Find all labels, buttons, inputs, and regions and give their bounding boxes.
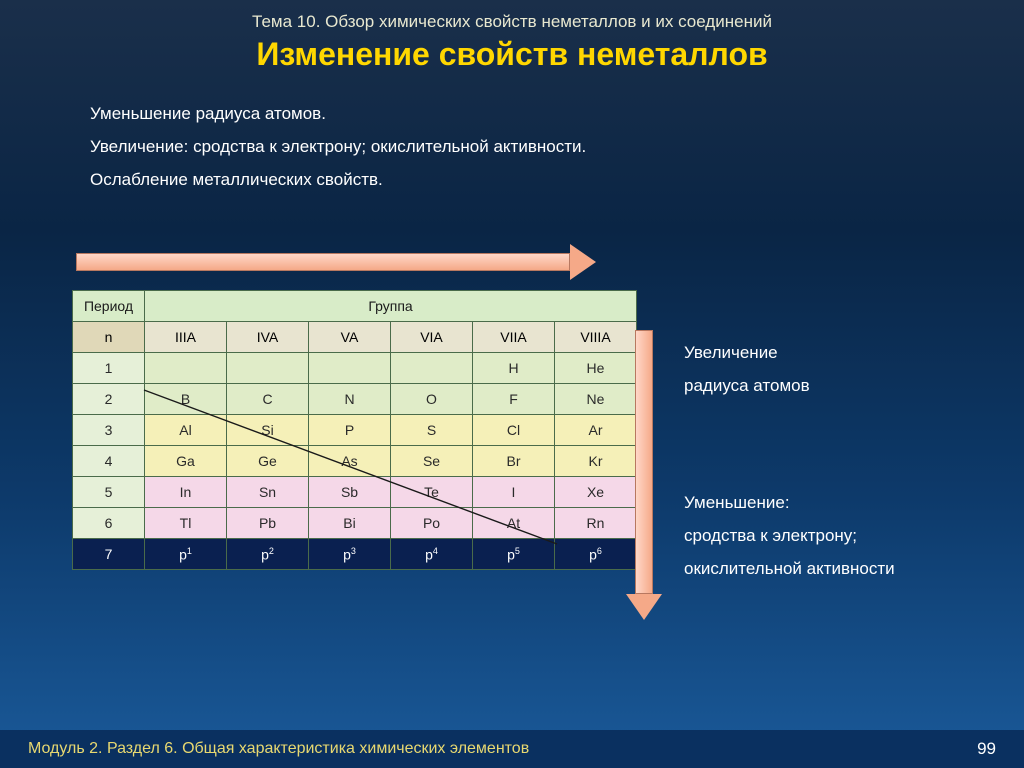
element-cell: Ar bbox=[555, 415, 637, 446]
element-cell: I bbox=[473, 477, 555, 508]
n-label: n bbox=[73, 322, 145, 353]
table-row: 2BCNOFNe bbox=[73, 384, 637, 415]
arrow-head-icon bbox=[570, 244, 596, 280]
element-cell: Si bbox=[227, 415, 309, 446]
table-row: 7p1p2p3p4p5p6 bbox=[73, 539, 637, 570]
config-cell: p2 bbox=[227, 539, 309, 570]
group-col-2: VA bbox=[309, 322, 391, 353]
group-col-5: VIIIA bbox=[555, 322, 637, 353]
element-cell: Pb bbox=[227, 508, 309, 539]
table-row: 3AlSiPSClAr bbox=[73, 415, 637, 446]
table-row: 5InSnSbTeIXe bbox=[73, 477, 637, 508]
side-text: сродства к электрону; bbox=[684, 519, 895, 552]
element-cell: S bbox=[391, 415, 473, 446]
period-cell: 3 bbox=[73, 415, 145, 446]
element-cell: Xe bbox=[555, 477, 637, 508]
element-cell bbox=[309, 353, 391, 384]
group-col-1: IVA bbox=[227, 322, 309, 353]
config-cell: p6 bbox=[555, 539, 637, 570]
element-cell: Sb bbox=[309, 477, 391, 508]
side-text: Увеличение bbox=[684, 336, 810, 369]
page-number: 99 bbox=[977, 739, 996, 759]
element-cell bbox=[391, 353, 473, 384]
config-cell: p4 bbox=[391, 539, 473, 570]
element-cell: Kr bbox=[555, 446, 637, 477]
period-cell: 5 bbox=[73, 477, 145, 508]
element-cell: Rn bbox=[555, 508, 637, 539]
element-cell: In bbox=[145, 477, 227, 508]
element-cell: C bbox=[227, 384, 309, 415]
side-text: радиуса атомов bbox=[684, 369, 810, 402]
period-cell: 1 bbox=[73, 353, 145, 384]
periodic-table: Период Группа n IIIA IVA VA VIA VIIA VII… bbox=[72, 290, 637, 570]
side-block-2: Уменьшение: сродства к электрону; окисли… bbox=[684, 486, 895, 585]
period-cell: 7 bbox=[73, 539, 145, 570]
element-cell bbox=[227, 353, 309, 384]
element-cell: Tl bbox=[145, 508, 227, 539]
element-cell: O bbox=[391, 384, 473, 415]
config-cell: p5 bbox=[473, 539, 555, 570]
element-cell: Ne bbox=[555, 384, 637, 415]
element-cell: P bbox=[309, 415, 391, 446]
group-col-0: IIIA bbox=[145, 322, 227, 353]
intro-line-2: Увеличение: сродства к электрону; окисли… bbox=[90, 130, 1024, 163]
element-cell: Ga bbox=[145, 446, 227, 477]
element-cell: Al bbox=[145, 415, 227, 446]
arrow-head-icon bbox=[626, 594, 662, 620]
element-cell bbox=[145, 353, 227, 384]
intro-line-3: Ослабление металлических свойств. bbox=[90, 163, 1024, 196]
side-text: Уменьшение: bbox=[684, 486, 895, 519]
element-cell: As bbox=[309, 446, 391, 477]
element-cell: B bbox=[145, 384, 227, 415]
footer-bar: Модуль 2. Раздел 6. Общая характеристика… bbox=[0, 730, 1024, 768]
element-cell: Br bbox=[473, 446, 555, 477]
arrow-shaft bbox=[76, 253, 570, 271]
element-cell: At bbox=[473, 508, 555, 539]
table-row: 6TlPbBiPoAtRn bbox=[73, 508, 637, 539]
element-cell: F bbox=[473, 384, 555, 415]
element-cell: Ge bbox=[227, 446, 309, 477]
table-row: 1 HHe bbox=[73, 353, 637, 384]
period-cell: 4 bbox=[73, 446, 145, 477]
group-col-3: VIA bbox=[391, 322, 473, 353]
element-cell: Se bbox=[391, 446, 473, 477]
element-cell: He bbox=[555, 353, 637, 384]
element-cell: Te bbox=[391, 477, 473, 508]
period-cell: 6 bbox=[73, 508, 145, 539]
element-cell: Bi bbox=[309, 508, 391, 539]
side-block-1: Увеличение радиуса атомов bbox=[684, 336, 810, 402]
side-text: окислительной активности bbox=[684, 552, 895, 585]
footer-text: Модуль 2. Раздел 6. Общая характеристика… bbox=[28, 740, 529, 758]
main-title: Изменение свойств неметаллов bbox=[0, 36, 1024, 73]
horizontal-arrow bbox=[76, 248, 596, 276]
period-header: Период bbox=[73, 291, 145, 322]
element-cell: Cl bbox=[473, 415, 555, 446]
element-cell: Po bbox=[391, 508, 473, 539]
config-cell: p1 bbox=[145, 539, 227, 570]
element-cell: H bbox=[473, 353, 555, 384]
period-cell: 2 bbox=[73, 384, 145, 415]
element-cell: Sn bbox=[227, 477, 309, 508]
topic-line: Тема 10. Обзор химических свойств немета… bbox=[0, 0, 1024, 32]
intro-block: Уменьшение радиуса атомов. Увеличение: с… bbox=[90, 97, 1024, 196]
vertical-arrow bbox=[630, 330, 658, 620]
group-col-4: VIIA bbox=[473, 322, 555, 353]
intro-line-1: Уменьшение радиуса атомов. bbox=[90, 97, 1024, 130]
arrow-shaft bbox=[635, 330, 653, 594]
table-row: 4GaGeAsSeBrKr bbox=[73, 446, 637, 477]
group-header: Группа bbox=[145, 291, 637, 322]
element-cell: N bbox=[309, 384, 391, 415]
config-cell: p3 bbox=[309, 539, 391, 570]
